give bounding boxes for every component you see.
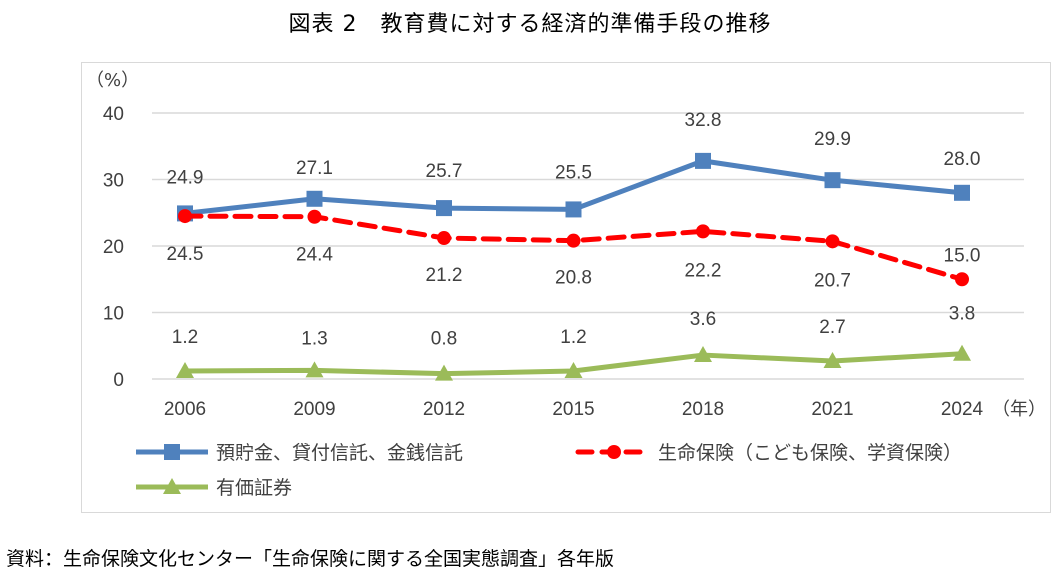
data-point-triangle (694, 346, 712, 363)
legend-marker-square (164, 444, 180, 460)
data-label: 2.7 (819, 317, 845, 338)
data-label: 24.4 (296, 245, 333, 266)
data-label: 32.8 (685, 110, 722, 131)
data-point-triangle (176, 362, 194, 379)
y-tick-label: 40 (103, 104, 124, 125)
data-label: 22.2 (685, 260, 722, 281)
source-note: 資料：生命保険文化センター「生命保険に関する全国実態調査」各年版 (6, 548, 615, 570)
y-tick-label: 10 (103, 304, 124, 325)
legend-item: 生命保険（こども保険、学資保険） (575, 442, 962, 464)
data-label: 20.8 (555, 268, 592, 289)
legend-marker-circle (607, 445, 621, 459)
data-point-triangle (953, 344, 971, 361)
series-circle (178, 209, 969, 287)
data-label: 24.9 (167, 167, 204, 188)
data-point-circle (307, 209, 322, 224)
data-label: 28.0 (944, 149, 981, 170)
legend-item: 預貯金、貸付信託、金銭信託 (136, 442, 463, 464)
data-point-circle (437, 231, 451, 246)
legend-label: 有価証券 (216, 477, 292, 499)
data-point-square (954, 184, 970, 201)
data-point-circle (696, 224, 710, 239)
legend-label: 生命保険（こども保険、学資保険） (658, 442, 962, 464)
series-lines (176, 152, 971, 381)
legend: 預貯金、貸付信託、金銭信託 生命保険（こども保険、学資保険） 有価証券 (136, 442, 962, 499)
x-axis-ticks: 2006 2009 2012 2015 2018 2021 2024 （年） (164, 399, 1046, 420)
data-label: 0.8 (431, 329, 457, 350)
data-label: 29.9 (814, 129, 851, 150)
data-point-square (306, 190, 323, 207)
data-point-square (695, 152, 711, 169)
data-label: 20.7 (814, 270, 851, 291)
x-tick-label: 2006 (164, 399, 206, 420)
y-axis-unit: （%） (86, 70, 139, 91)
data-point-circle (955, 272, 969, 287)
data-point-circle (825, 234, 840, 249)
x-tick-label: 2015 (552, 399, 594, 420)
data-point-circle (566, 233, 581, 248)
y-axis-ticks: 0 10 20 30 40 (103, 104, 124, 391)
y-tick-label: 20 (103, 237, 124, 258)
x-tick-label: 2018 (682, 399, 724, 420)
data-label: 24.5 (167, 244, 204, 265)
x-tick-label: 2024 (941, 399, 984, 420)
data-point-square (565, 201, 582, 218)
x-tick-label: 2021 (811, 399, 853, 420)
data-label: 3.8 (949, 304, 975, 325)
data-point-triangle (435, 364, 453, 381)
chart-frame (81, 62, 1051, 513)
data-label: 1.2 (560, 327, 586, 348)
data-labels: 24.9 27.1 25.7 25.5 32.8 29.9 28.0 24.5 24.4 21.2… (167, 110, 981, 350)
data-point-triangle (564, 362, 583, 379)
data-label: 25.7 (426, 161, 463, 182)
data-point-triangle (305, 361, 324, 378)
legend-item: 有価証券 (136, 477, 292, 499)
data-point-square (436, 200, 452, 217)
data-label: 15.0 (944, 245, 981, 266)
y-tick-label: 30 (103, 171, 124, 192)
data-point-circle (178, 209, 192, 224)
data-label: 1.2 (172, 327, 198, 348)
data-label: 27.1 (296, 158, 333, 179)
legend-marker-triangle (163, 478, 181, 494)
y-tick-label: 0 (113, 370, 124, 391)
x-tick-label: 2009 (293, 399, 335, 420)
data-point-square (824, 172, 841, 189)
x-tick-label: 2012 (423, 399, 465, 420)
data-label: 3.6 (690, 309, 716, 330)
chart-title: 図表 2 教育費に対する経済的準備手段の推移 (288, 12, 772, 37)
data-label: 25.5 (555, 162, 592, 183)
legend-label: 預貯金、貸付信託、金銭信託 (216, 442, 463, 464)
gridlines (152, 112, 1024, 380)
data-point-triangle (823, 352, 842, 369)
series-triangle (176, 344, 971, 381)
data-label: 21.2 (426, 265, 463, 286)
x-axis-unit: （年） (992, 399, 1046, 420)
data-label: 1.3 (301, 328, 327, 349)
